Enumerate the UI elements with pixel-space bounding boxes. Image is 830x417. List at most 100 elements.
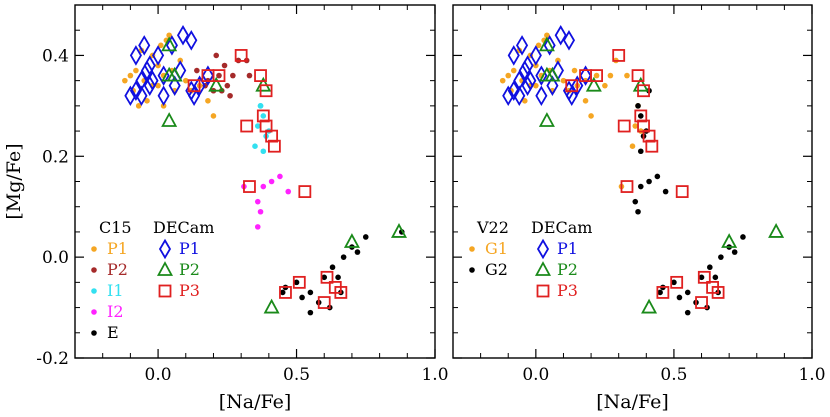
data-point — [538, 112, 555, 127]
data-point — [560, 77, 567, 84]
data-point — [321, 274, 328, 281]
data-point — [571, 75, 584, 96]
data-point — [182, 77, 189, 84]
data-point — [127, 72, 134, 79]
data-point — [676, 294, 683, 301]
data-point — [543, 35, 556, 56]
data-point — [565, 79, 579, 93]
data-point — [632, 123, 639, 129]
data-point — [502, 85, 515, 107]
legend-marker — [91, 246, 97, 252]
data-point — [165, 35, 178, 56]
data-point — [521, 75, 534, 96]
data-point — [697, 270, 711, 284]
data-point — [631, 69, 645, 82]
y-axis-title: [Mg/Fe] — [3, 143, 25, 219]
data-point — [188, 85, 201, 107]
data-point — [279, 286, 292, 299]
data-point — [675, 185, 689, 198]
data-point — [334, 286, 348, 299]
data-point — [721, 233, 738, 248]
data-point — [390, 223, 408, 238]
x-axis-title: [Na/Fe] — [596, 391, 669, 413]
legend-right-title: DECam — [153, 218, 214, 237]
data-point — [146, 70, 159, 91]
data-point — [299, 294, 305, 301]
data-point — [243, 180, 256, 193]
legend-marker — [469, 246, 475, 252]
legend-label: P1 — [179, 239, 200, 258]
data-point — [135, 70, 148, 91]
legend-marker — [91, 288, 97, 294]
data-point — [522, 98, 528, 104]
data-point — [155, 82, 161, 89]
data-point — [637, 183, 644, 190]
left-panel: 0.0 0.5 1.0 -0.2 0.0 0.2 0.4 [Na/Fe] [Mg/Fe] C15 D… — [3, 4, 449, 413]
data-point — [161, 36, 178, 52]
data-point — [617, 119, 631, 133]
data-point — [533, 82, 539, 89]
data-point — [257, 208, 264, 215]
data-point — [254, 69, 267, 82]
data-point — [193, 75, 206, 96]
data-point — [143, 75, 156, 96]
series-e-dot — [279, 229, 405, 316]
data-point — [140, 60, 154, 81]
data-point — [656, 286, 670, 299]
data-point — [135, 103, 142, 109]
data-point — [133, 67, 139, 74]
data-point — [129, 45, 142, 66]
data-point — [768, 223, 785, 238]
x-tick-label: 0.5 — [660, 365, 687, 385]
data-point — [254, 224, 261, 230]
data-point — [535, 42, 542, 49]
legend-marker — [158, 238, 172, 260]
data-point — [168, 75, 181, 96]
data-point — [307, 309, 314, 316]
data-point — [307, 289, 314, 296]
data-point — [124, 85, 137, 107]
data-point — [524, 70, 537, 91]
y-tick-label: 0.0 — [42, 248, 69, 268]
data-point — [629, 143, 636, 149]
data-point — [671, 279, 677, 286]
data-point — [707, 264, 713, 271]
data-point — [637, 113, 644, 119]
data-point — [298, 185, 312, 198]
data-point — [637, 148, 644, 155]
data-point — [135, 85, 148, 107]
data-point — [585, 76, 602, 92]
series-p3-square — [565, 49, 725, 309]
data-point — [507, 80, 520, 102]
data-point — [515, 35, 529, 56]
data-point — [210, 113, 217, 119]
data-point — [320, 270, 334, 284]
legend-label: P1 — [557, 239, 578, 258]
data-point — [657, 289, 663, 296]
data-point — [257, 103, 264, 109]
x-tick-label: 1.0 — [798, 365, 825, 385]
data-point — [695, 296, 708, 309]
series-p2-triangle — [538, 36, 785, 314]
legend-label: G2 — [485, 260, 508, 279]
data-point — [645, 139, 659, 153]
data-point — [634, 109, 648, 123]
legend-marker — [158, 284, 172, 298]
data-point — [698, 274, 705, 281]
data-point — [637, 84, 650, 98]
data-point — [544, 32, 550, 39]
series-i2-dot — [241, 173, 292, 230]
data-point — [535, 85, 548, 107]
data-point — [285, 188, 292, 195]
x-tick-label: 0.5 — [283, 365, 310, 385]
legend-label: P2 — [179, 260, 200, 279]
data-point — [254, 198, 261, 205]
data-point — [138, 35, 151, 56]
data-point — [588, 113, 594, 119]
data-point — [684, 289, 691, 296]
data-point — [161, 66, 178, 82]
data-point — [246, 72, 253, 79]
data-point — [152, 45, 165, 66]
data-point — [259, 84, 273, 98]
